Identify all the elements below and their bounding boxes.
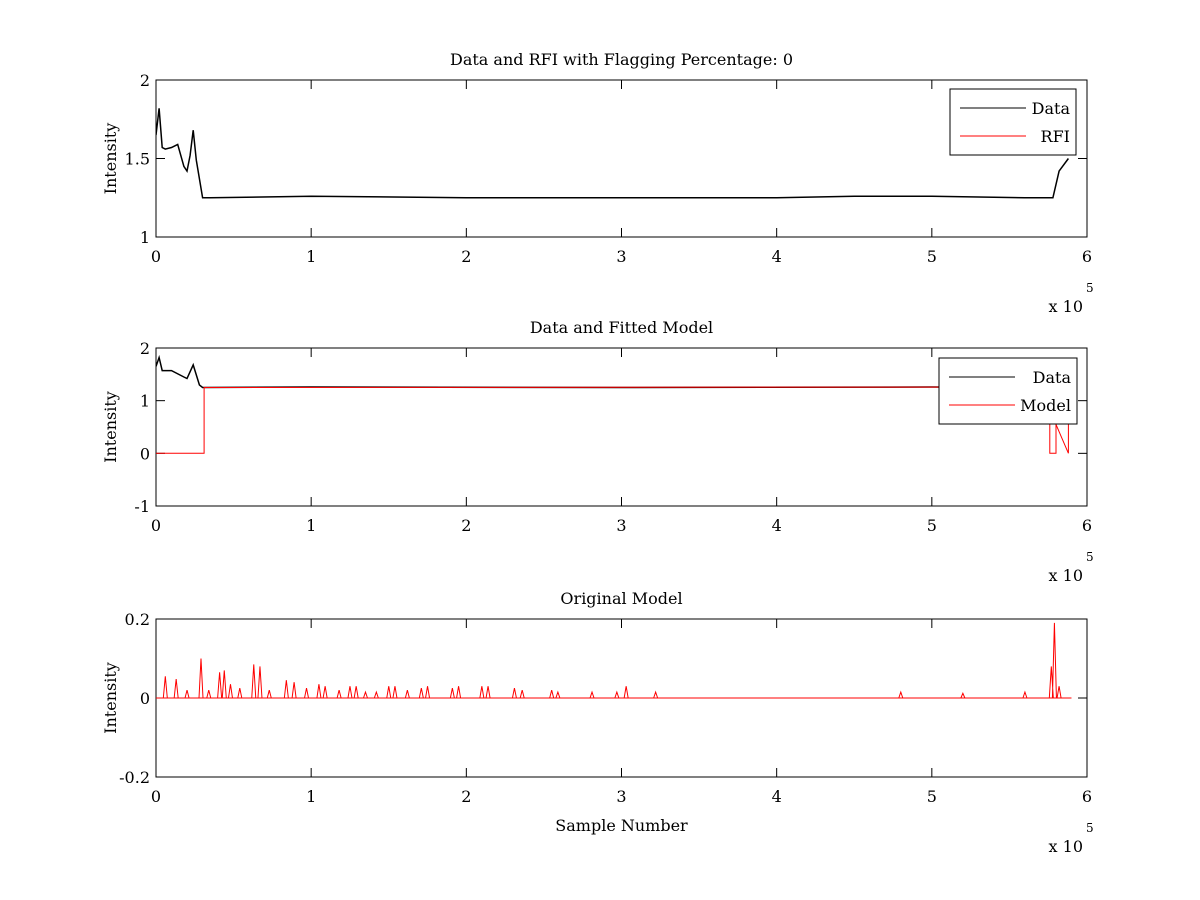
y-tick-label: 1 <box>140 228 150 247</box>
x-tick-label: 5 <box>927 787 937 806</box>
x-tick-label: 0 <box>151 247 161 266</box>
y-tick-label: 0 <box>140 444 150 463</box>
y-axis-label: Intensity <box>101 391 120 463</box>
x-tick-label: 6 <box>1082 516 1092 535</box>
x-tick-label: 2 <box>461 787 471 806</box>
series-group <box>156 622 1072 699</box>
x-tick-label: 2 <box>461 247 471 266</box>
x-tick-label: 4 <box>772 516 782 535</box>
x-exponent: 5 <box>1086 821 1094 835</box>
series-line-data <box>156 108 1070 199</box>
legend-box <box>949 88 1077 156</box>
y-tick-label: 2 <box>140 71 150 90</box>
series-line-model <box>156 386 1069 454</box>
x-exponent: 5 <box>1086 550 1094 564</box>
x-multiplier: x 10 <box>1049 566 1083 585</box>
y-tick-label: -0.2 <box>119 768 150 787</box>
legend: Data Model <box>938 357 1078 425</box>
x-tick-label: 1 <box>306 516 316 535</box>
axes-frame <box>155 79 1088 238</box>
x-tick-label: 1 <box>306 247 316 266</box>
series-group <box>156 354 1069 454</box>
chart-title: Data and Fitted Model <box>530 318 713 337</box>
x-tick-label: 3 <box>616 247 626 266</box>
plots-layer: Data and RFI with Flagging Percentage: 0… <box>101 50 1094 856</box>
x-tick-label: 3 <box>616 516 626 535</box>
series-line-data <box>156 354 1069 389</box>
y-tick-label: 0 <box>140 689 150 708</box>
x-tick-label: 5 <box>927 247 937 266</box>
x-exponent: 5 <box>1086 281 1094 295</box>
x-multiplier: x 10 <box>1049 297 1083 316</box>
x-tick-label: 0 <box>151 787 161 806</box>
x-axis-label: Sample Number <box>555 816 688 835</box>
y-tick-label: -1 <box>134 497 150 516</box>
x-tick-label: 0 <box>151 516 161 535</box>
chart-title: Data and RFI with Flagging Percentage: 0 <box>450 50 793 69</box>
x-tick-label: 3 <box>616 787 626 806</box>
x-tick-label: 4 <box>772 247 782 266</box>
chart-title: Original Model <box>560 589 682 608</box>
y-tick-label: 1 <box>140 392 150 411</box>
x-tick-label: 2 <box>461 516 471 535</box>
legend-entry: Model <box>1020 396 1071 415</box>
x-tick-label: 4 <box>772 787 782 806</box>
series-group <box>156 108 1070 199</box>
y-tick-label: 1.5 <box>125 150 150 169</box>
legend-entry: RFI <box>1041 127 1070 146</box>
x-tick-label: 6 <box>1082 787 1092 806</box>
legend-box <box>938 357 1078 425</box>
series-line-model <box>156 622 1072 699</box>
chart-1: Data and RFI with Flagging Percentage: 0… <box>101 50 1094 316</box>
legend-entry: Data <box>1033 368 1072 387</box>
x-tick-label: 6 <box>1082 247 1092 266</box>
legend: Data RFI <box>949 88 1077 156</box>
y-tick-label: 0.2 <box>125 610 150 629</box>
x-multiplier: x 10 <box>1049 837 1083 856</box>
x-tick-label: 5 <box>927 516 937 535</box>
legend-entry: Data <box>1032 99 1071 118</box>
y-axis-label: Intensity <box>101 123 120 195</box>
y-tick-label: 2 <box>140 339 150 358</box>
y-axis-label: Intensity <box>101 662 120 734</box>
x-tick-label: 1 <box>306 787 316 806</box>
